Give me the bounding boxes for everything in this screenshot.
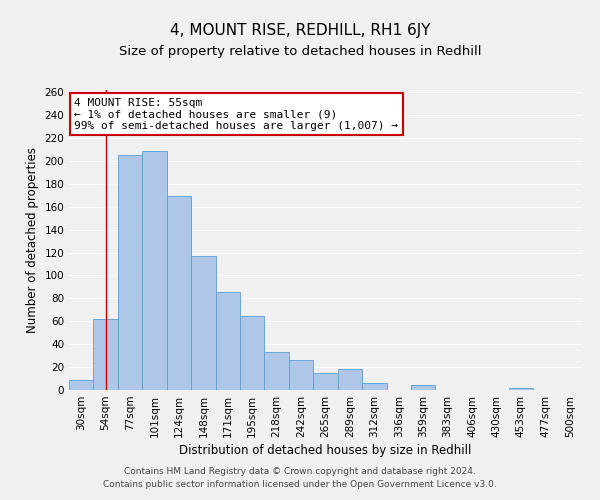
Bar: [94, 319, 118, 390]
Text: 4, MOUNT RISE, REDHILL, RH1 6JY: 4, MOUNT RISE, REDHILL, RH1 6JY: [170, 22, 430, 38]
Bar: [118, 156, 142, 390]
Bar: [167, 196, 191, 390]
Bar: [265, 352, 289, 390]
Bar: [191, 256, 215, 390]
Y-axis label: Number of detached properties: Number of detached properties: [26, 147, 39, 333]
Bar: [362, 383, 386, 390]
Bar: [240, 316, 265, 390]
Bar: [411, 386, 436, 390]
Bar: [313, 373, 338, 390]
Bar: [142, 150, 167, 390]
Bar: [69, 380, 94, 390]
Text: Contains public sector information licensed under the Open Government Licence v3: Contains public sector information licen…: [103, 480, 497, 489]
Text: 4 MOUNT RISE: 55sqm
← 1% of detached houses are smaller (9)
99% of semi-detached: 4 MOUNT RISE: 55sqm ← 1% of detached hou…: [74, 98, 398, 130]
Bar: [509, 388, 533, 390]
Bar: [215, 292, 240, 390]
Text: Size of property relative to detached houses in Redhill: Size of property relative to detached ho…: [119, 45, 481, 58]
Bar: [289, 360, 313, 390]
Text: Contains HM Land Registry data © Crown copyright and database right 2024.: Contains HM Land Registry data © Crown c…: [124, 467, 476, 476]
Bar: [338, 370, 362, 390]
X-axis label: Distribution of detached houses by size in Redhill: Distribution of detached houses by size …: [179, 444, 472, 457]
